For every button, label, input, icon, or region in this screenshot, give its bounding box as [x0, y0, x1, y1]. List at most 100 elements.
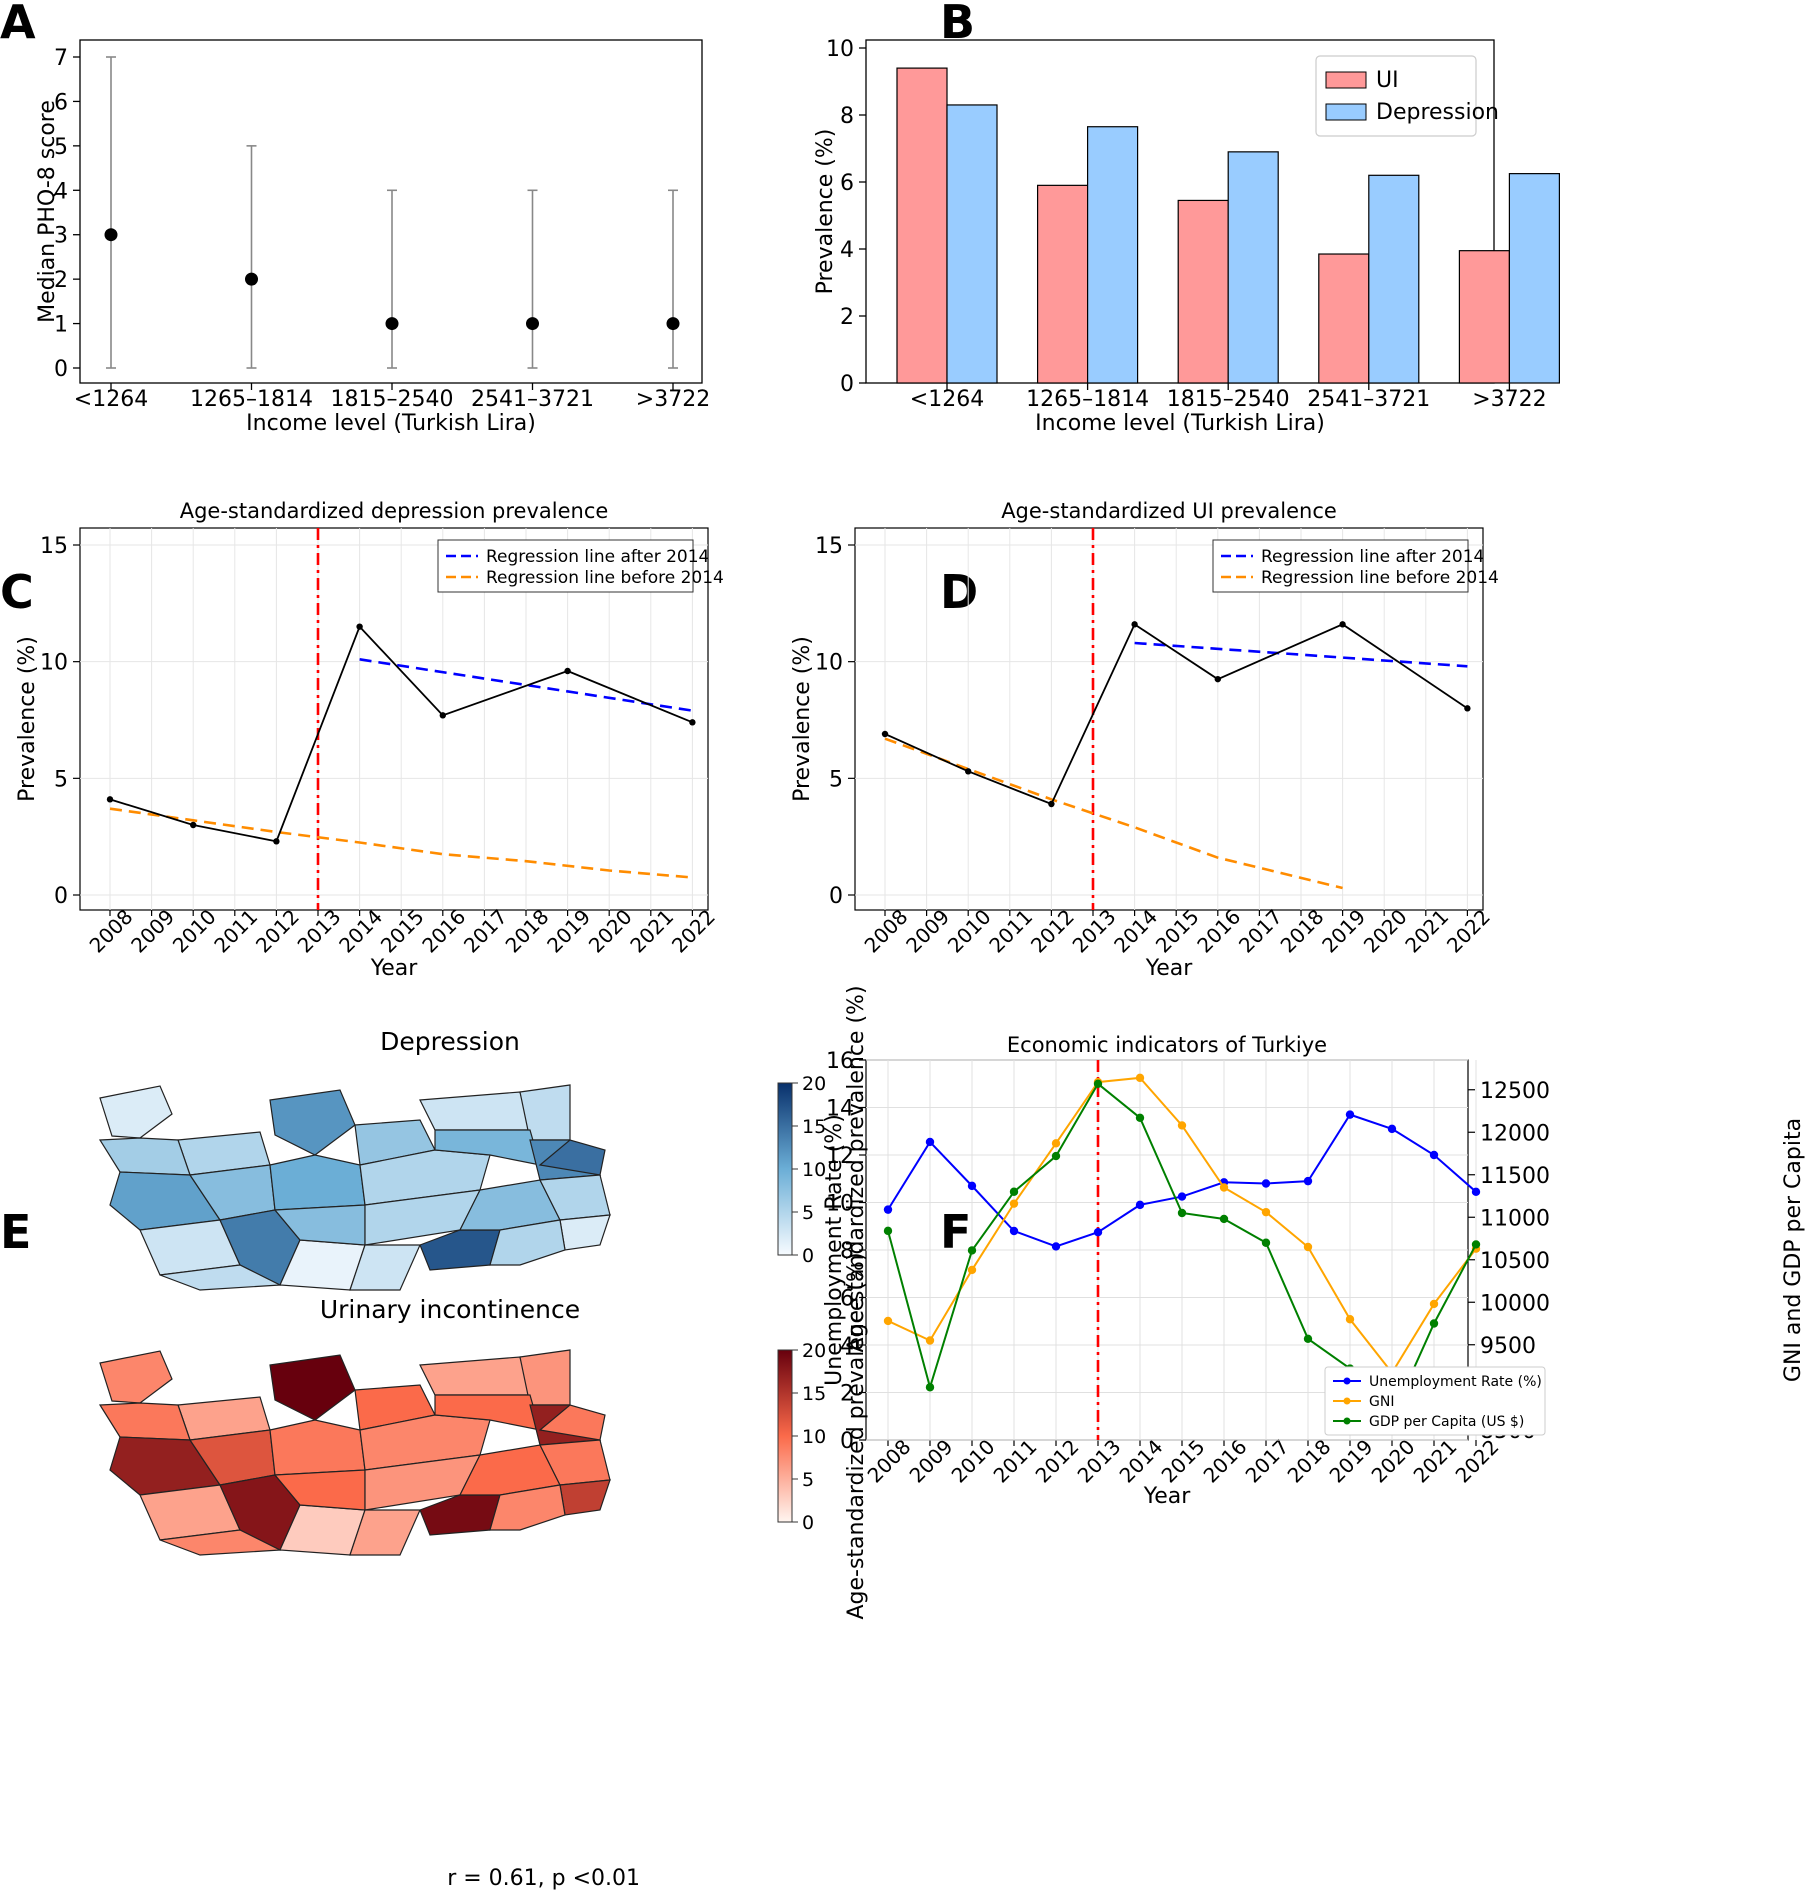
- median-point: [666, 317, 680, 331]
- legend-label: GNI: [1369, 1394, 1394, 1410]
- unemployment-point: [1429, 1150, 1439, 1160]
- x-axis-label: Year: [370, 956, 419, 981]
- unemployment-point: [1387, 1124, 1397, 1134]
- x-tick-label: 2541–3721: [1307, 387, 1430, 412]
- x-tick-label: 2019: [1317, 905, 1370, 958]
- x-tick-label: 2013: [1068, 905, 1121, 958]
- x-tick-label: 2017: [459, 905, 512, 958]
- map-region: [269, 1419, 366, 1476]
- colorbar-tick-label: 20: [802, 1073, 826, 1095]
- depression-bar: [946, 104, 998, 384]
- gni-point: [1051, 1139, 1061, 1148]
- y-axis-label: Prevalence (%): [15, 636, 40, 802]
- x-tick-label: 2010: [947, 1435, 1000, 1488]
- y-tick-label: 5: [829, 767, 843, 792]
- x-tick-label: 2018: [501, 905, 554, 958]
- colorbar-tick-label: 20: [802, 1340, 826, 1362]
- x-tick-label: 2009: [905, 1435, 958, 1488]
- unemployment-point: [1177, 1192, 1187, 1201]
- prevalence-point: [881, 730, 889, 738]
- map-region: [419, 1091, 531, 1131]
- y-tick-label-right: 11500: [1480, 1164, 1550, 1189]
- map-region: [269, 1354, 356, 1421]
- ui-bar: [1036, 184, 1089, 384]
- gdp-point: [1429, 1319, 1439, 1328]
- x-tick-label: 2011: [209, 905, 262, 958]
- gni-point: [1219, 1183, 1229, 1192]
- x-tick-label: 2021: [1409, 1435, 1462, 1488]
- x-tick-label: 2020: [1367, 1435, 1420, 1488]
- gdp-point: [1009, 1187, 1019, 1196]
- x-tick-label: 1265–1814: [190, 387, 313, 412]
- panel-d-chart: 0510152008200920102011201220132014201520…: [790, 499, 1499, 981]
- unemployment-point: [1345, 1110, 1355, 1119]
- x-tick-label: 2017: [1234, 905, 1287, 958]
- map-title: Depression: [380, 1027, 520, 1056]
- gni-point: [1429, 1299, 1439, 1309]
- x-tick-label: 2012: [1026, 905, 1079, 958]
- x-tick-label: 2016: [417, 905, 470, 958]
- x-tick-label: 2013: [1073, 1435, 1126, 1488]
- map-title: Urinary incontinence: [320, 1295, 580, 1324]
- y-tick-label: 6: [54, 90, 68, 115]
- panel-letter-e: E: [0, 1205, 31, 1259]
- map-region: [98, 1137, 191, 1176]
- y-tick-label: 5: [54, 767, 68, 792]
- x-tick-label: 2009: [901, 905, 954, 958]
- median-point: [245, 272, 258, 286]
- unemployment-point: [1261, 1179, 1271, 1188]
- panel-a-chart: 0 1 2 3 4 5 6 7 <1264 1265–1814 1815–2540 2541–3721…: [35, 39, 710, 436]
- gdp-point: [1135, 1113, 1145, 1123]
- unemployment-point: [1009, 1226, 1019, 1236]
- ui-bar: [1318, 253, 1370, 384]
- regression-before-line: [109, 807, 693, 879]
- x-tick-label: 2021: [625, 905, 678, 958]
- unemployment-point: [1135, 1200, 1145, 1210]
- x-tick-label: 2009: [126, 905, 179, 958]
- legend-label: Regression line before 2014: [486, 568, 724, 588]
- x-tick-label: 2018: [1283, 1435, 1336, 1488]
- median-point: [526, 317, 539, 331]
- legend-label: Regression line before 2014: [1261, 568, 1499, 588]
- x-tick-label: 2011: [984, 905, 1037, 958]
- panel-c-chart: 0510152008200920102011201220132014201520…: [15, 499, 724, 981]
- colorbar-tick-label: 0: [802, 1512, 814, 1534]
- map-region: [559, 1479, 611, 1516]
- colorbar-tick-label: 15: [802, 1116, 826, 1138]
- unemployment-point: [967, 1181, 977, 1191]
- gdp-point: [1093, 1079, 1103, 1089]
- map-region: [99, 1350, 173, 1404]
- colorbar-tick-label: 10: [802, 1159, 826, 1181]
- prevalence-point: [965, 768, 972, 775]
- y-tick-label: 16: [826, 1049, 854, 1074]
- map-region: [159, 1264, 283, 1291]
- map-region: [359, 1149, 491, 1206]
- x-tick-label: 2019: [1325, 1435, 1378, 1488]
- gdp-point: [1051, 1151, 1061, 1161]
- map-region: [269, 1154, 366, 1211]
- legend-box: [437, 539, 694, 593]
- gni-point: [1303, 1242, 1313, 1252]
- y-tick-label: 10: [826, 1192, 854, 1217]
- gni-point: [1177, 1121, 1187, 1130]
- map-region: [419, 1229, 501, 1271]
- x-axis-label: Year: [1145, 956, 1194, 981]
- prevalence-point: [1339, 621, 1346, 628]
- y-tick-label-right: 12500: [1480, 1079, 1550, 1104]
- prevalence-point: [356, 623, 363, 630]
- legend-marker: [1343, 1417, 1351, 1425]
- legend-swatch: [1325, 103, 1367, 121]
- y-tick-label: 15: [40, 534, 68, 559]
- prevalence-point: [689, 719, 696, 726]
- y-tick-label-right: 12000: [1480, 1121, 1550, 1146]
- legend-label: GDP per Capita (US $): [1369, 1414, 1524, 1430]
- colorbar: [777, 1349, 793, 1523]
- colorbar-label: Age-standardized prevalence (%): [844, 1252, 869, 1619]
- gni-point: [1135, 1073, 1145, 1083]
- x-axis-label: Year: [1143, 1484, 1192, 1509]
- gdp-point: [925, 1383, 935, 1392]
- y-tick-label: 10: [40, 651, 68, 676]
- y-tick-label-right: 11000: [1480, 1206, 1550, 1231]
- y-tick-label: 10: [826, 37, 854, 62]
- ui-bar: [1458, 250, 1511, 384]
